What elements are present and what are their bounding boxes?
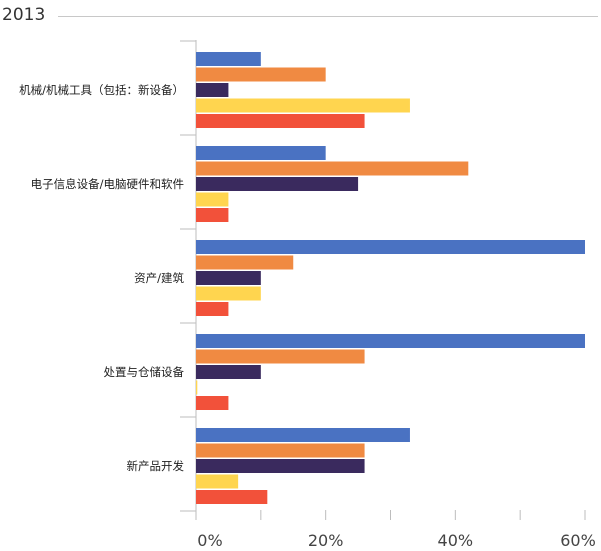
x-tick-label: 60% [560, 531, 596, 550]
bar [196, 146, 326, 160]
bar [196, 302, 229, 316]
bar [196, 474, 239, 489]
bars-layer [196, 52, 585, 504]
bar [196, 396, 229, 410]
bar [196, 490, 268, 504]
bar [196, 67, 326, 82]
category-label: 新产品开发 [127, 459, 185, 473]
x-tick-label: 0% [197, 531, 222, 550]
x-tick-label: 40% [438, 531, 474, 550]
bar [196, 83, 229, 97]
x-tick-label: 20% [308, 531, 344, 550]
labels-layer: 0% 20% 40% 60% 机械/机械工具（包括：新设备） 电子信息设备/电脑硬件和软件… [19, 83, 596, 550]
bar [196, 208, 229, 222]
category-label: 资产/建筑 [134, 271, 184, 285]
bar [196, 271, 261, 285]
category-label: 处置与仓储设备 [104, 365, 185, 379]
bar [196, 380, 198, 395]
bar [196, 428, 410, 442]
title-divider [58, 16, 598, 17]
bar [196, 240, 585, 254]
bar [196, 255, 294, 270]
bar [196, 161, 469, 176]
bar [196, 192, 229, 207]
category-label: 电子信息设备/电脑硬件和软件 [31, 177, 184, 191]
bar [196, 349, 365, 364]
chart-title: 2013 [2, 5, 46, 25]
bar [196, 98, 410, 113]
bar [196, 443, 365, 458]
bar [196, 286, 261, 301]
bar [196, 365, 261, 379]
bar [196, 52, 261, 66]
bar [196, 459, 365, 473]
bar [196, 334, 585, 348]
category-label: 机械/机械工具（包括：新设备） [19, 83, 184, 97]
bar [196, 114, 365, 128]
bar [196, 177, 359, 191]
